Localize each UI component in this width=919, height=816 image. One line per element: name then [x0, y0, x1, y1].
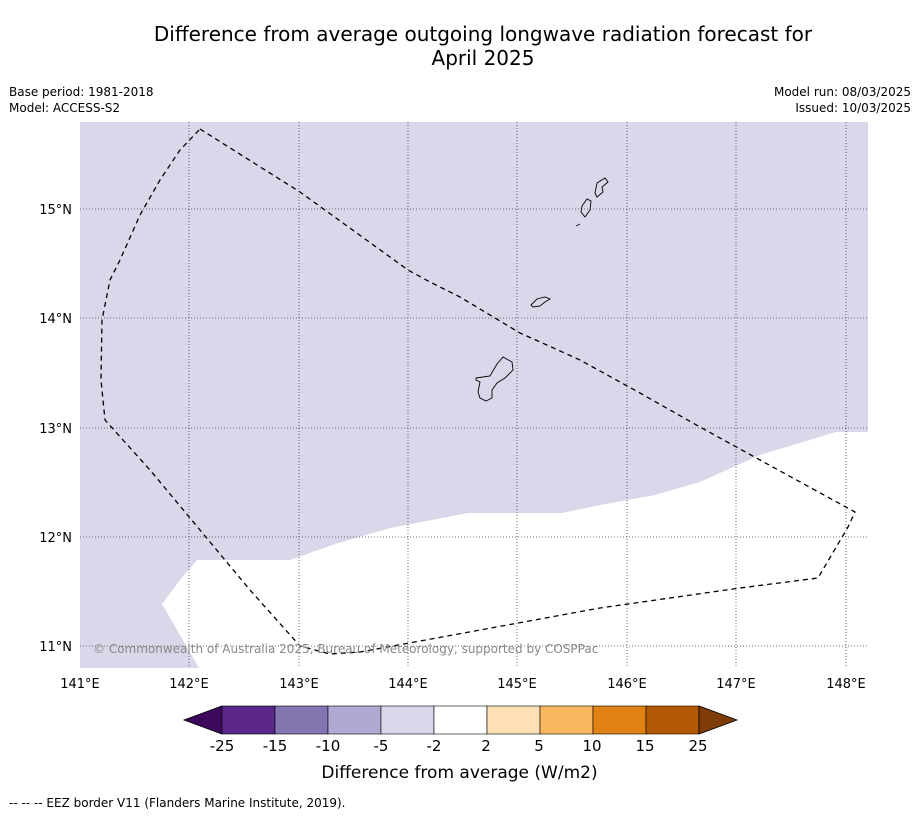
islands [475, 177, 609, 402]
lon-tick-143: 143°E [279, 677, 319, 692]
base-period-text: Base period: 1981-2018 [9, 85, 154, 99]
colorbar-label: 10 [582, 737, 601, 755]
colorbar-title: Difference from average (W/m2) [321, 763, 598, 783]
island-guam [475, 356, 514, 402]
colorbar-segment [486, 705, 541, 735]
lat-tick-12: 12°N [39, 531, 72, 546]
colorbar-label: 2 [481, 737, 491, 755]
colorbar-segment [221, 705, 276, 735]
colorbar-segment [274, 705, 329, 735]
copyright-text: © Commonwealth of Australia 2025, Bureau… [93, 642, 598, 656]
model-run-text: Model run: 08/03/2025 [773, 85, 911, 99]
lon-tick-144: 144°E [388, 677, 428, 692]
model-text: Model: ACCESS-S2 [9, 101, 121, 115]
lon-tick-141: 141°E [60, 677, 100, 692]
island-rota [530, 296, 552, 308]
colorbar-label: 15 [635, 737, 654, 755]
title-line-1: Difference from average outgoing longwav… [153, 22, 813, 46]
eez-border [100, 128, 856, 655]
lon-tick-146: 146°E [607, 677, 647, 692]
lon-tick-142: 142°E [169, 677, 209, 692]
colorbar-segment [433, 705, 488, 735]
colorbar-label: -5 [374, 737, 389, 755]
colorbar-segment [327, 705, 382, 735]
lat-tick-14: 14°N [39, 312, 72, 327]
colorbar-label: -15 [263, 737, 288, 755]
island-tinian [580, 198, 592, 218]
island-aguijan [575, 223, 581, 227]
map-panel: © Commonwealth of Australia 2025, Bureau… [80, 122, 868, 668]
footer-note: -- -- -- EEZ border V11 (Flanders Marine… [9, 796, 346, 810]
lon-tick-145: 145°E [497, 677, 537, 692]
colorbar-arrow-high [698, 705, 739, 735]
meta-left: Base period: 1981-2018 Model: ACCESS-S2 [9, 84, 154, 116]
colorbar-label: 5 [534, 737, 544, 755]
lon-tick-148: 148°E [826, 677, 866, 692]
lat-tick-15: 15°N [39, 203, 72, 218]
lat-tick-13: 13°N [39, 422, 72, 437]
colorbar-arrow-low [182, 705, 223, 735]
lat-tick-labels: 15°N 14°N 13°N 12°N 11°N [39, 203, 72, 655]
colorbar-label: -10 [316, 737, 341, 755]
title-line-2: April 2025 [431, 46, 535, 70]
colorbar-segment [380, 705, 435, 735]
colorbar-label: -25 [210, 737, 235, 755]
lon-tick-labels: 141°E 142°E 143°E 144°E 145°E 146°E 147°… [60, 677, 866, 692]
issued-text: Issued: 10/03/2025 [795, 101, 911, 115]
colorbar-segment [592, 705, 647, 735]
graticule [80, 122, 868, 668]
colorbar-label: 25 [688, 737, 707, 755]
meta-right: Model run: 08/03/2025 Issued: 10/03/2025 [774, 84, 911, 116]
colorbar [182, 705, 739, 735]
lat-tick-11: 11°N [39, 640, 72, 655]
colorbar-labels: -25 -15 -10 -5 -2 2 5 10 15 25 [210, 737, 708, 755]
island-saipan [594, 177, 609, 198]
lon-tick-147: 147°E [716, 677, 756, 692]
colorbar-label: -2 [427, 737, 442, 755]
map-title: Difference from average outgoing longwav… [0, 22, 919, 70]
colorbar-segment [539, 705, 594, 735]
colorbar-segment [645, 705, 700, 735]
anomaly-region-negative [80, 122, 868, 668]
